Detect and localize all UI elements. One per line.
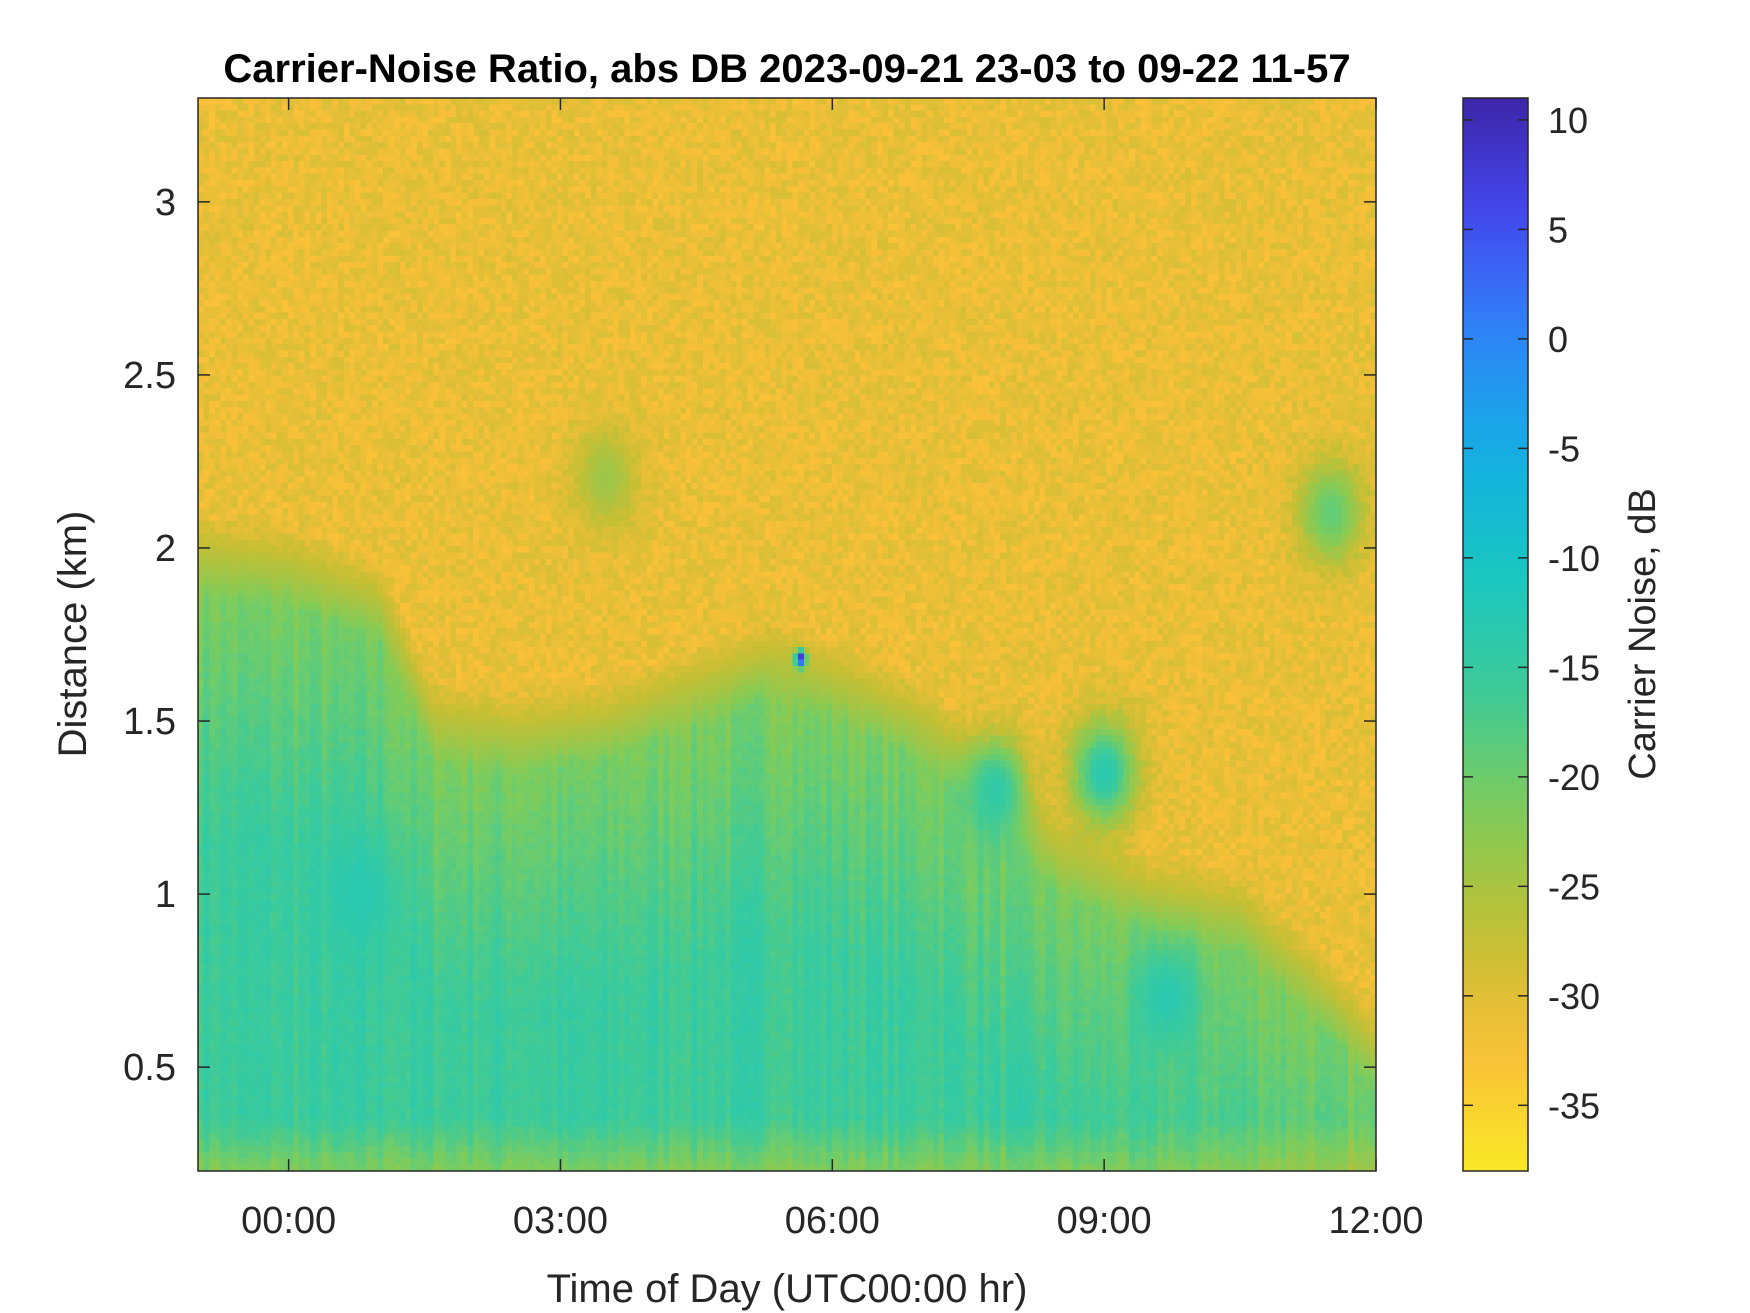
- colorbar-tick-label: -5: [1548, 428, 1580, 469]
- plot-area: 00:00 03:00 06:00 09:00 12:00 0.5 1 1.5 2 2.5 3: [123, 97, 1424, 1242]
- x-axis-label: Time of Day (UTC00:00 hr): [547, 1267, 1028, 1311]
- colorbar-tick-label: 10: [1548, 100, 1588, 141]
- y-tick-label: 0.5: [123, 1047, 176, 1089]
- colorbar-tick-label: 5: [1548, 209, 1568, 250]
- colorbar-tick-label: -10: [1548, 538, 1600, 579]
- colorbar-tick-label: 0: [1548, 319, 1568, 360]
- chart-title: Carrier-Noise Ratio, abs DB 2023-09-21 2…: [223, 47, 1350, 91]
- colorbar-tick-label: -35: [1548, 1085, 1600, 1126]
- colorbar-label: Carrier Noise, dB: [1622, 488, 1664, 779]
- colorbar-tick-label: -30: [1548, 976, 1600, 1017]
- y-axis: 0.5 1 1.5 2 2.5 3: [123, 182, 1376, 1089]
- x-tick-label: 00:00: [241, 1200, 336, 1242]
- x-tick-label: 12:00: [1328, 1200, 1423, 1242]
- x-tick-label: 03:00: [513, 1200, 608, 1242]
- x-tick-label: 09:00: [1057, 1200, 1152, 1242]
- y-tick-label: 3: [155, 182, 176, 224]
- colorbar-tick-label: -25: [1548, 866, 1600, 907]
- colorbar-tick-label: -20: [1548, 757, 1600, 798]
- y-axis-label: Distance (km): [51, 511, 95, 758]
- y-tick-label: 1: [155, 874, 176, 916]
- colorbar-gradient: [1462, 97, 1529, 1172]
- colorbar: 10 5 0 -5 -10 -15 -20 -25 -30 -35 Carrier Noise, …: [1462, 97, 1664, 1172]
- heatmap-image: [198, 98, 1376, 1171]
- x-axis: 00:00 03:00 06:00 09:00 12:00: [241, 98, 1424, 1242]
- colorbar-tick-label: -15: [1548, 647, 1600, 688]
- colorbar-ticks: 10 5 0 -5 -10 -15 -20 -25 -30 -35: [1463, 100, 1600, 1126]
- x-tick-label: 06:00: [785, 1200, 880, 1242]
- y-tick-label: 2: [155, 528, 176, 570]
- plot-frame: [197, 97, 1377, 1172]
- y-tick-label: 1.5: [123, 701, 176, 743]
- y-tick-label: 2.5: [123, 355, 176, 397]
